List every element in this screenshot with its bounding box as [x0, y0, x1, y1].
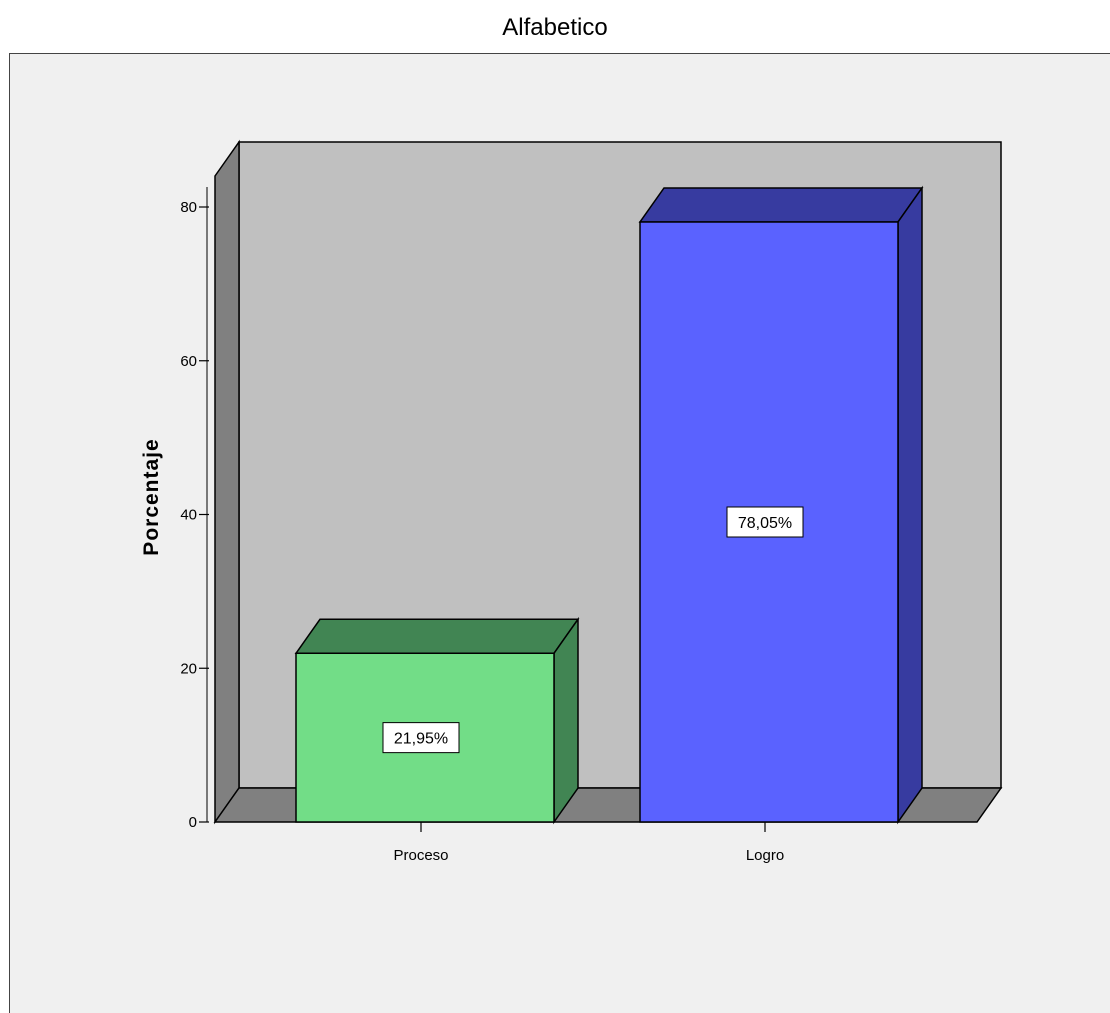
- y-axis-label: Porcentaje: [140, 438, 163, 555]
- x-axis: Proceso Logro: [393, 822, 784, 864]
- data-labels: 21,95% 78,05%: [382, 506, 804, 754]
- bar-side: [897, 185, 923, 825]
- bar-proceso: [294, 616, 580, 825]
- x-tick-label: Proceso: [393, 847, 448, 864]
- bar-top: [638, 187, 924, 223]
- data-label-box: [382, 722, 460, 754]
- data-label-text: 78,05%: [738, 515, 792, 532]
- bar-top: [294, 618, 580, 655]
- side-wall: [214, 139, 240, 825]
- data-label: 78,05%: [726, 506, 804, 538]
- y-tick-label: 40: [180, 507, 197, 524]
- chart-title: Alfabetico: [502, 14, 608, 41]
- bar-side: [553, 616, 579, 825]
- y-tick-label: 60: [180, 353, 197, 370]
- y-axis: 0 20 40 60 80: [180, 187, 209, 831]
- y-tick-label: 20: [180, 660, 197, 677]
- y-tick-label: 0: [189, 814, 197, 831]
- y-tick-label: 80: [180, 199, 197, 216]
- data-label: 21,95%: [382, 722, 460, 754]
- x-tick-label: Logro: [746, 847, 784, 864]
- data-label-box: [726, 506, 804, 538]
- bar-logro: [638, 185, 924, 825]
- data-label-text: 21,95%: [394, 731, 448, 748]
